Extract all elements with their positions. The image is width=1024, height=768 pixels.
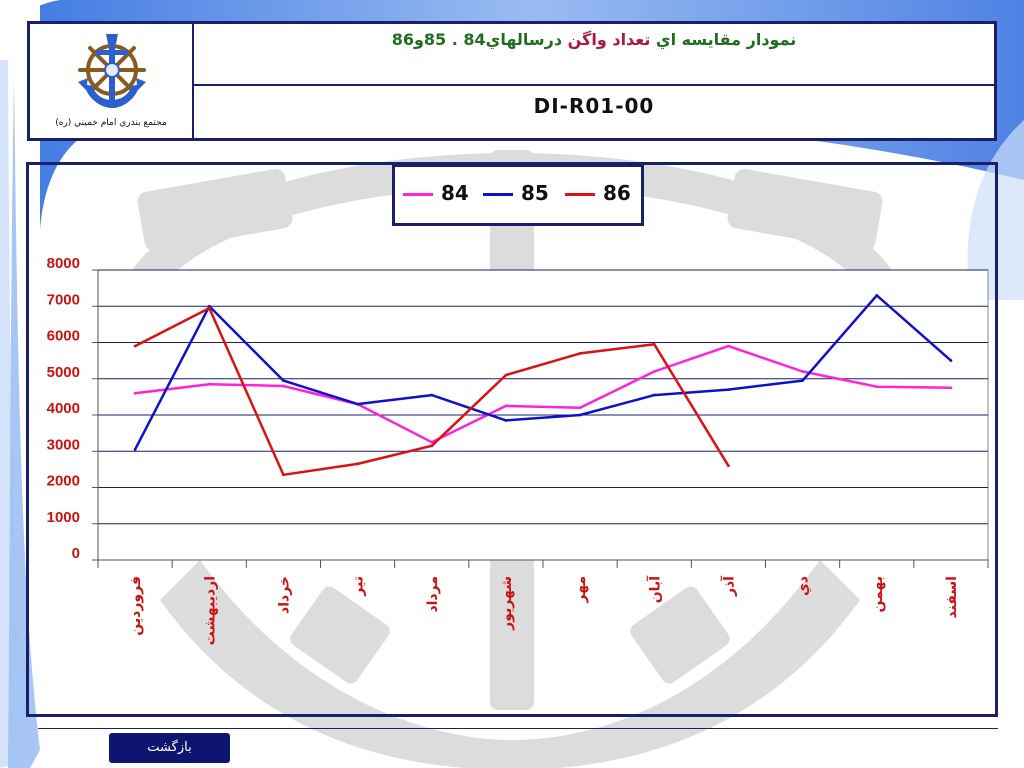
data-point-84 bbox=[504, 404, 508, 408]
data-point-85 bbox=[875, 293, 879, 297]
data-point-85 bbox=[282, 379, 285, 382]
data-point-84 bbox=[949, 386, 953, 390]
x-tick-label: ارديبهشت bbox=[202, 576, 218, 645]
data-point-86 bbox=[652, 342, 656, 346]
logo-caption: مجتمع بندري امام خميني (ره) bbox=[55, 118, 167, 128]
title-part-3: درسالهاي84 . 85و86 bbox=[391, 30, 568, 49]
data-point-86 bbox=[430, 444, 434, 448]
x-tick-label: آبان bbox=[645, 575, 663, 603]
data-point-86 bbox=[207, 306, 211, 310]
y-tick-label: 7000 bbox=[47, 291, 80, 308]
x-tick-label: آذر bbox=[719, 575, 737, 597]
data-point-85 bbox=[801, 379, 804, 382]
footer-divider bbox=[38, 728, 998, 729]
x-tick-label: مرداد bbox=[425, 576, 441, 613]
document-code: DI-R01-00 bbox=[533, 94, 655, 118]
data-point-85 bbox=[578, 413, 582, 417]
title-part-2: تعداد واگن bbox=[567, 30, 651, 49]
data-point-86 bbox=[504, 373, 508, 377]
port-anchor-logo-icon bbox=[78, 34, 146, 108]
data-point-86 bbox=[133, 344, 137, 348]
x-tick-label: بهمن bbox=[870, 576, 886, 612]
x-tick-label: مهر bbox=[573, 576, 589, 604]
x-tick-label: دي bbox=[796, 576, 813, 596]
y-tick-label: 2000 bbox=[47, 473, 80, 490]
page-title: نمودار مقايسه اي تعداد واگن درسالهاي84 .… bbox=[194, 30, 994, 49]
data-point-84 bbox=[801, 370, 804, 373]
y-tick-label: 5000 bbox=[47, 364, 80, 381]
data-point-84 bbox=[133, 391, 137, 395]
data-point-84 bbox=[578, 406, 582, 410]
data-point-85 bbox=[133, 448, 137, 451]
y-tick-label: 6000 bbox=[47, 328, 80, 345]
data-point-84 bbox=[282, 384, 285, 388]
data-point-84 bbox=[875, 385, 879, 389]
data-point-85 bbox=[430, 393, 434, 397]
title-part-1: نمودار مقايسه اي bbox=[650, 30, 797, 49]
x-tick-label: تير bbox=[351, 576, 367, 597]
x-tick-label: اسفند bbox=[944, 576, 960, 618]
y-tick-label: 1000 bbox=[47, 509, 80, 526]
legend-swatch-86 bbox=[565, 193, 595, 196]
legend-label-85: 85 bbox=[521, 181, 549, 205]
y-tick-label: 4000 bbox=[47, 400, 80, 417]
legend-label-86: 86 bbox=[603, 181, 631, 205]
series-line-85 bbox=[133, 294, 952, 450]
legend-swatch-85 bbox=[483, 193, 513, 196]
data-point-86 bbox=[727, 464, 730, 468]
data-point-84 bbox=[652, 370, 656, 373]
data-point-84 bbox=[727, 344, 730, 348]
data-point-84 bbox=[430, 440, 434, 444]
x-tick-label: شهريور bbox=[499, 576, 515, 631]
data-point-84 bbox=[207, 382, 211, 386]
data-point-85 bbox=[727, 388, 730, 392]
title-cell: نمودار مقايسه اي تعداد واگن درسالهاي84 .… bbox=[194, 24, 994, 86]
data-point-86 bbox=[282, 473, 285, 477]
data-point-86 bbox=[578, 351, 582, 355]
header-table: مجتمع بندري امام خميني (ره) نمودار مقايس… bbox=[27, 21, 997, 141]
y-tick-label: 8000 bbox=[47, 255, 80, 272]
data-point-85 bbox=[949, 359, 953, 363]
data-point-85 bbox=[356, 402, 359, 406]
x-tick-label: فروردين bbox=[128, 576, 144, 636]
logo-cell: مجتمع بندري امام خميني (ره) bbox=[30, 24, 194, 138]
data-point-85 bbox=[652, 393, 656, 397]
series-line-84 bbox=[134, 344, 951, 444]
legend-swatch-84 bbox=[403, 193, 433, 196]
data-point-86 bbox=[356, 462, 359, 466]
chart-frame bbox=[26, 162, 998, 717]
back-button[interactable]: بازگشت bbox=[109, 733, 230, 763]
data-point-85 bbox=[504, 419, 508, 422]
x-tick-label: خرداد bbox=[276, 576, 292, 614]
y-tick-label: 3000 bbox=[47, 436, 80, 453]
y-tick-label: 0 bbox=[72, 545, 80, 562]
chart-legend: 84 85 86 bbox=[392, 164, 644, 226]
legend-label-84: 84 bbox=[441, 181, 469, 205]
